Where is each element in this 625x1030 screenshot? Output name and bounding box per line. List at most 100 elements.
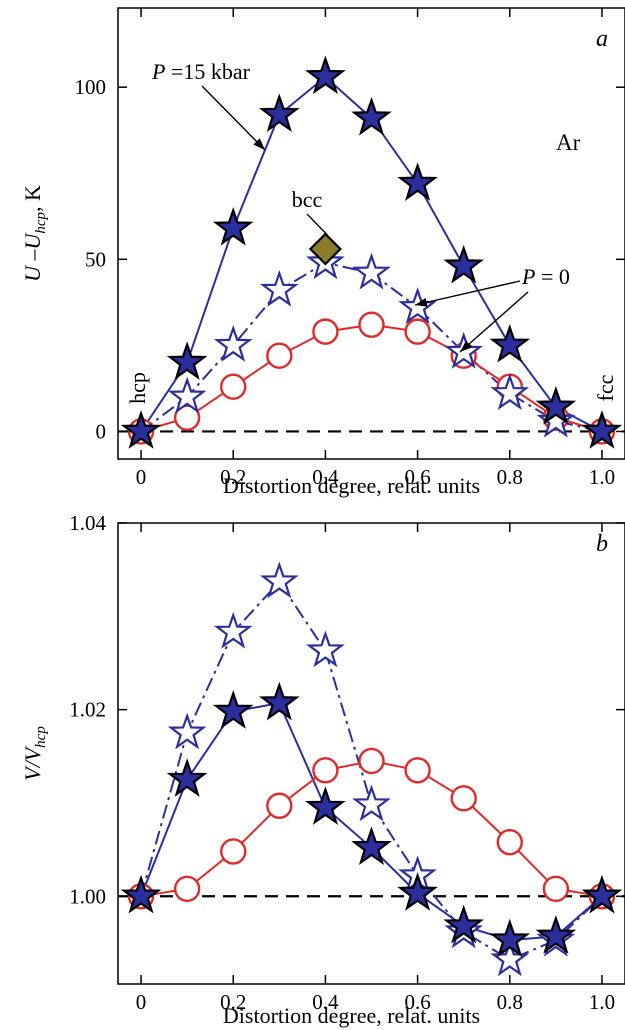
data-point-star-filled [305, 55, 346, 95]
x-tick-label: 1.0 [589, 465, 615, 489]
data-point-star-open [490, 373, 530, 411]
data-point-circle-open [266, 792, 293, 819]
plot-frame [117, 522, 625, 985]
x-tick-label: 0 [136, 990, 147, 1014]
data-point-star-filled [166, 758, 208, 797]
y-tick-label: 0 [96, 419, 107, 443]
data-point-star-filled [443, 244, 484, 284]
data-point-star-open [352, 252, 391, 290]
data-point-star-open [444, 331, 484, 369]
axis-ticks: 0 0.2 0.4 0.6 0.8 1.0 0 50 100 [75, 8, 625, 489]
pressure-zero-arrow-2 [459, 291, 529, 353]
data-point-circle-open [312, 318, 339, 345]
x-tick-label: 0.2 [220, 990, 246, 1014]
pressure-zero-arrow-1 [414, 280, 521, 306]
axis-ticks: 0 0.2 0.4 0.6 0.8 1.0 1.00 1.02 1.04 [69, 511, 625, 1014]
data-point-circle-open [220, 838, 247, 865]
data-point-star-filled [212, 206, 254, 246]
panel-label: b [596, 531, 608, 557]
pressure-15kbar-arrow-head [253, 138, 265, 150]
data-point-star-filled [443, 904, 484, 944]
series-line [140, 701, 603, 942]
data-point-star-filled [259, 93, 300, 132]
y-axis-title: U –Uhcp, K [20, 185, 49, 282]
y-tick-label: 1.02 [69, 698, 106, 722]
data-point-circle-open [542, 875, 570, 903]
bcc-point [308, 232, 342, 266]
data-point-circle-open [220, 373, 247, 400]
data-point-star-filled [581, 874, 623, 914]
data-point-star-filled [259, 681, 300, 721]
data-point-star-open [398, 287, 437, 324]
series-markers [120, 55, 623, 449]
data-point-star-open [536, 400, 576, 438]
pressure-zero-arrow-2-head [460, 340, 472, 352]
x-tick-label: 0.4 [312, 990, 339, 1014]
data-point-star-open [352, 784, 391, 822]
x-axis-title: Distortion degree, relat. units [223, 473, 480, 498]
data-point-star-filled [166, 341, 208, 380]
data-point-star-filled [535, 386, 577, 425]
y-tick-label: 1.04 [69, 511, 106, 535]
data-point-circle-open [173, 875, 201, 903]
data-point-star-filled [305, 786, 346, 825]
data-point-star-open [167, 376, 207, 414]
x-tick-label: 0 [136, 465, 147, 489]
pressure-15kbar-arrow [201, 85, 266, 151]
x-tick-label: 0.6 [404, 465, 430, 489]
plot-frame [117, 7, 625, 460]
series-line [140, 323, 603, 433]
y-tick-label: 1.00 [69, 884, 106, 908]
series-markers [120, 561, 623, 977]
data-point-star-filled [351, 826, 392, 866]
panel-b: 0 0.2 0.4 0.6 0.8 1.0 1.00 1.02 1.04 b Distortio… [20, 511, 625, 1028]
data-point-star-filled [489, 918, 531, 958]
data-point-circle-open [358, 311, 385, 338]
pressure-15kbar-label: P =15 kbar [151, 59, 251, 84]
data-point-circle-open [496, 828, 523, 856]
data-point-star-open [259, 269, 299, 307]
panel-a: bcc P =15 kbar P = 0 hcp fcc 0 0.2 0.4 0.6 0.8 1.… [20, 7, 625, 498]
data-point-star-open [213, 611, 253, 649]
data-point-circle-open [312, 757, 339, 784]
panel-label: a [596, 26, 608, 52]
x-tick-label: 0.6 [404, 990, 430, 1014]
y-tick-label: 100 [75, 75, 107, 99]
annotations: bcc P =15 kbar P = 0 hcp fcc [125, 59, 618, 404]
series-line [140, 580, 603, 961]
x-tick-label: 0.8 [497, 990, 523, 1014]
data-point-circle-open [404, 318, 431, 345]
data-point-star-filled [397, 872, 438, 911]
x-axis-title: Distortion degree, relat. units [223, 1003, 480, 1028]
x-tick-label: 0.4 [312, 465, 339, 489]
bcc-label: bcc [292, 187, 323, 212]
x-tick-label: 0.8 [497, 465, 523, 489]
data-point-star-open [167, 712, 207, 750]
data-point-star-open [490, 939, 530, 977]
pressure-zero-arrow-1-head [415, 297, 428, 307]
data-point-star-filled [535, 915, 577, 954]
data-point-circle-open [450, 785, 477, 812]
pressure-zero-label: P = 0 [521, 264, 570, 289]
data-point-star-filled [489, 324, 531, 363]
data-point-star-open [213, 325, 253, 362]
data-point-star-filled [120, 874, 162, 914]
data-point-circle-open [358, 747, 385, 775]
data-point-star-open [306, 630, 345, 668]
fcc-label: fcc [593, 374, 618, 401]
x-tick-label: 1.0 [589, 990, 615, 1014]
data-point-star-filled [397, 162, 438, 201]
data-point-star-filled [212, 690, 254, 729]
data-point-circle-open [266, 342, 293, 369]
hcp-label: hcp [125, 372, 150, 404]
data-point-star-filled [351, 96, 392, 136]
data-point-circle-open [404, 757, 431, 784]
data-point-star-filled [581, 410, 623, 449]
x-tick-label: 0.2 [220, 465, 246, 489]
data-point-star-open [259, 561, 299, 599]
y-tick-label: 50 [85, 247, 106, 271]
data-point-circle-open [173, 404, 201, 431]
element-label: Ar [556, 130, 581, 155]
y-axis-title: V/Vhcp [20, 726, 49, 781]
